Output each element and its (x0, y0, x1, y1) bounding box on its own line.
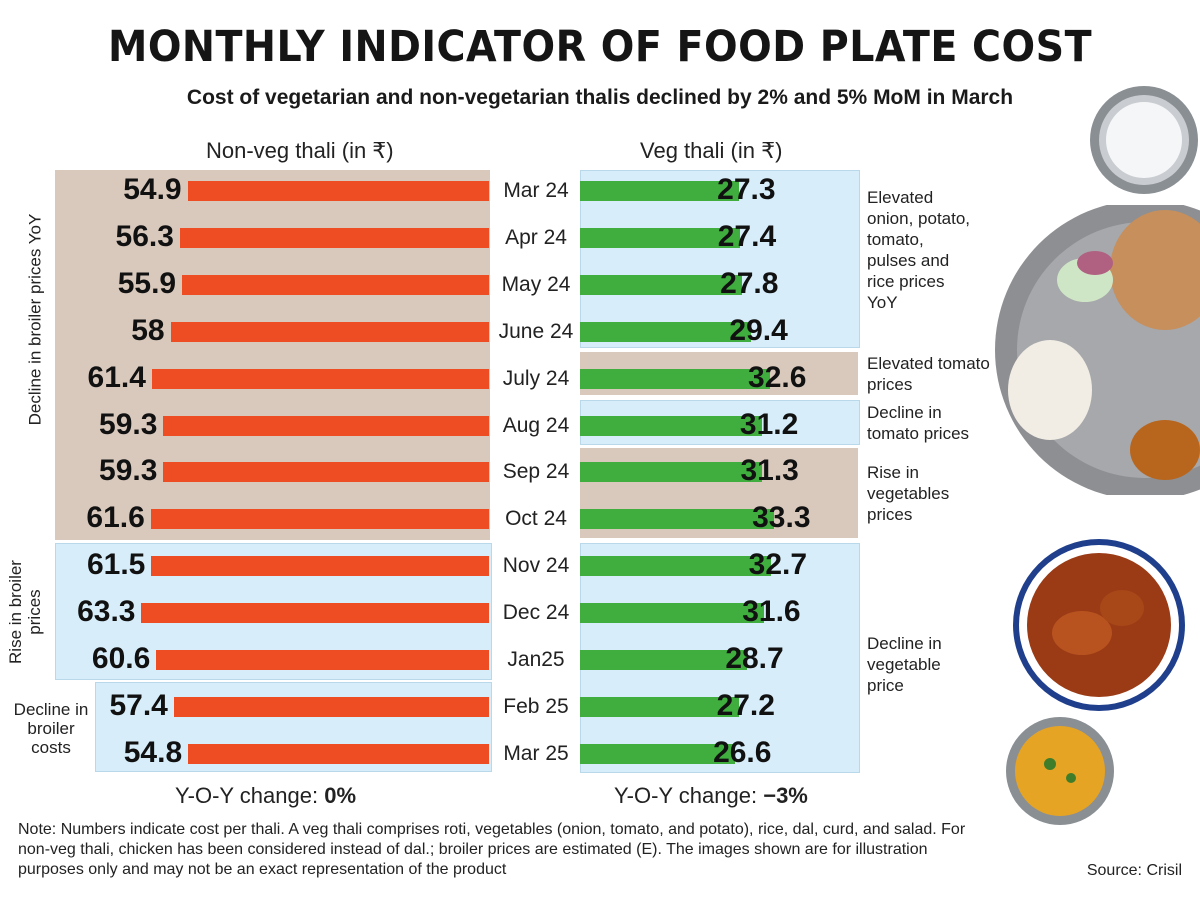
nonveg-bar (141, 603, 489, 624)
nonveg-value-label: 54.9 (123, 173, 182, 206)
veg-header: Veg thali (in ₹) (640, 138, 783, 163)
veg-bar (580, 274, 743, 295)
nonveg-value-label: 56.3 (115, 219, 174, 253)
annotation-elevated-tomato: Elevated tomato prices (867, 354, 990, 394)
nonveg-header: Non-veg thali (in ₹) (206, 138, 394, 163)
yoy-veg: Y-O-Y change: −3% (614, 783, 808, 809)
veg-value-label: 32.6 (748, 360, 807, 394)
source: Source: Crisil (1086, 862, 1182, 879)
nonveg-value-label: 59.3 (99, 407, 158, 441)
nonveg-bar (151, 556, 489, 577)
veg-bar (580, 603, 765, 624)
nonveg-value-label: 61.6 (86, 501, 145, 535)
annotation-rise-veg: Rise in vegetables prices (867, 463, 950, 524)
veg-value-label: 32.7 (748, 548, 808, 582)
nonveg-bar (156, 650, 489, 670)
month-label: Sep 24 (502, 460, 570, 484)
nonveg-value-label: 63.3 (77, 595, 136, 629)
nonveg-bar (163, 415, 489, 436)
annotation-decline-broiler-costs: Decline in broiler costs (13, 700, 89, 757)
chart-subtitle: Cost of vegetarian and non-vegetarian th… (186, 86, 1014, 109)
veg-bar (580, 743, 736, 764)
annotation-rise-broiler: Rise in broiler prices (6, 552, 46, 672)
veg-value-label: 29.4 (729, 313, 788, 347)
nonveg-value-label: 61.4 (87, 360, 146, 394)
veg-bar (580, 650, 748, 670)
nonveg-value-label: 60.6 (91, 642, 151, 675)
veg-value-label: 31.3 (740, 454, 799, 488)
nonveg-bar (187, 181, 489, 201)
nonveg-bar (173, 696, 489, 717)
footnote: Note: Numbers indicate cost per thali. A… (18, 821, 966, 878)
month-label: Aug 24 (502, 413, 570, 437)
veg-bar (580, 181, 740, 201)
nonveg-value-label: 61.5 (86, 548, 146, 582)
nonveg-bar (163, 462, 489, 483)
month-label: Mar 24 (503, 179, 569, 202)
month-label: Nov 24 (502, 554, 570, 578)
veg-bar (580, 462, 763, 483)
month-label: Dec 24 (502, 601, 570, 625)
veg-value-label: 28.7 (725, 642, 784, 675)
month-label: Oct 24 (505, 507, 567, 531)
month-label: Apr 24 (505, 225, 567, 249)
yoy-veg-value: −3% (763, 783, 808, 808)
month-label: Jan25 (507, 648, 565, 671)
nonveg-bar (150, 509, 489, 530)
nonveg-bar (170, 321, 489, 342)
nonveg-bar (179, 227, 489, 248)
nonveg-bar (188, 743, 489, 764)
yoy-veg-label: Y-O-Y change: (614, 783, 764, 808)
veg-value-label: 33.3 (752, 501, 811, 535)
month-label: July 24 (502, 366, 570, 390)
chicken-curry-bowl-icon (1013, 539, 1185, 711)
yoy-nonveg-label: Y-O-Y change: (175, 783, 325, 808)
nonveg-value-label: 59.3 (99, 454, 158, 488)
month-label: Mar 25 (503, 741, 569, 765)
annotation-elevated-multi: Elevated onion, potato, tomato, pulses a… (867, 188, 971, 312)
veg-bar (580, 415, 762, 436)
annotation-decline-broiler-yoy: Decline in broiler prices YoY (25, 213, 45, 426)
veg-value-label: 27.3 (717, 173, 776, 206)
curd-bowl-icon (1090, 86, 1198, 194)
veg-value-label: 31.6 (742, 595, 801, 629)
month-label: Feb 25 (503, 694, 569, 718)
veg-bar (580, 368, 771, 389)
nonveg-value-label: 55.9 (117, 266, 177, 300)
annotation-decline-veg: Decline in vegetable price (867, 634, 942, 695)
veg-bar (580, 509, 775, 530)
yoy-nonveg: Y-O-Y change: 0% (175, 783, 356, 809)
annotation-decline-tomato: Decline in tomato prices (867, 403, 970, 443)
veg-value-label: 27.8 (720, 266, 779, 300)
month-label: May 24 (501, 272, 571, 296)
nonveg-value-label: 58 (131, 313, 165, 347)
nonveg-bar (151, 368, 489, 389)
veg-bar (580, 227, 740, 248)
nonveg-value-label: 54.8 (123, 735, 183, 769)
yoy-nonveg-value: 0% (324, 783, 357, 808)
veg-value-label: 26.6 (713, 735, 772, 769)
chart-title: MONTHLY INDICATOR OF FOOD PLATE COST (107, 22, 1093, 72)
veg-bar (580, 696, 739, 717)
veg-value-label: 27.2 (716, 688, 775, 722)
month-label: June 24 (498, 319, 574, 343)
veg-bar (580, 321, 752, 342)
veg-value-label: 31.2 (739, 407, 799, 441)
dal-bowl-icon (1006, 717, 1114, 825)
nonveg-value-label: 57.4 (109, 688, 168, 722)
nonveg-bar (182, 274, 489, 295)
annotation-rise-broiler-text: Rise in broiler prices (6, 560, 44, 664)
veg-value-label: 27.4 (717, 219, 777, 253)
thali-plate-icon (995, 205, 1200, 495)
veg-bar (580, 556, 771, 577)
